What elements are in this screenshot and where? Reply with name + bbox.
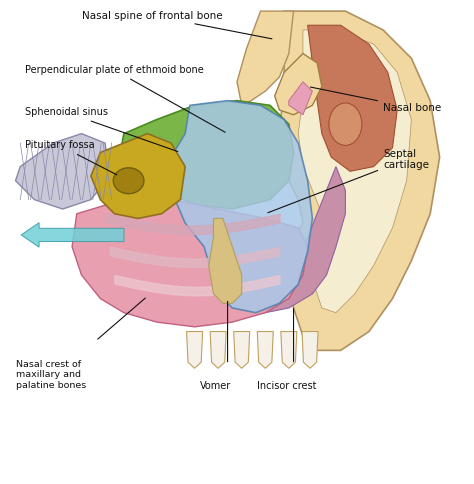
FancyArrow shape: [21, 223, 124, 247]
Polygon shape: [308, 25, 397, 171]
Polygon shape: [100, 166, 346, 318]
Text: Incisor crest: Incisor crest: [257, 381, 316, 391]
Ellipse shape: [113, 168, 144, 194]
Text: Nasal crest of
maxillary and
palatine bones: Nasal crest of maxillary and palatine bo…: [16, 360, 86, 390]
Polygon shape: [16, 134, 110, 209]
Polygon shape: [91, 134, 185, 218]
Text: Perpendicular plate of ethmoid bone: Perpendicular plate of ethmoid bone: [25, 65, 225, 132]
Polygon shape: [237, 11, 293, 106]
Polygon shape: [289, 82, 312, 115]
Polygon shape: [72, 199, 308, 327]
Polygon shape: [281, 332, 297, 368]
Polygon shape: [171, 101, 312, 313]
Polygon shape: [275, 54, 322, 115]
Polygon shape: [210, 332, 226, 368]
Text: Vomer: Vomer: [200, 381, 231, 391]
Polygon shape: [257, 332, 273, 368]
Text: Nasal bone: Nasal bone: [310, 87, 441, 113]
Text: Pituitary fossa: Pituitary fossa: [25, 140, 117, 175]
Polygon shape: [279, 11, 439, 350]
Text: Septal
cartilage: Septal cartilage: [268, 149, 429, 213]
Polygon shape: [302, 332, 318, 368]
Polygon shape: [298, 30, 411, 313]
Polygon shape: [209, 218, 242, 303]
Ellipse shape: [329, 103, 362, 145]
Polygon shape: [119, 101, 293, 209]
Text: Sphenoidal sinus: Sphenoidal sinus: [25, 107, 178, 151]
Polygon shape: [234, 332, 250, 368]
Polygon shape: [187, 332, 202, 368]
Text: Nasal spine of frontal bone: Nasal spine of frontal bone: [82, 11, 272, 39]
